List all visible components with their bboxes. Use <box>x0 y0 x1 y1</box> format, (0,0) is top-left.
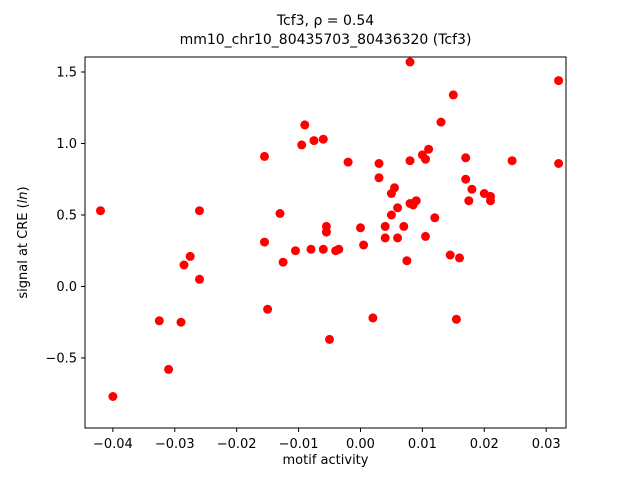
data-point <box>436 117 446 127</box>
x-tick-label: 0.02 <box>470 437 499 452</box>
data-point <box>445 250 455 260</box>
data-point <box>334 244 344 254</box>
y-tick-label: 0.0 <box>56 280 77 295</box>
data-point <box>451 314 461 324</box>
data-point <box>467 184 477 194</box>
data-point <box>275 209 285 218</box>
data-point <box>421 154 430 164</box>
data-point <box>374 159 384 168</box>
data-point <box>154 316 164 326</box>
x-tick-label: 0.01 <box>408 437 437 452</box>
data-point <box>179 260 189 270</box>
data-point <box>195 274 204 284</box>
data-point <box>318 134 328 144</box>
data-point <box>325 334 334 344</box>
data-point <box>455 253 464 263</box>
x-tick-label: −0.03 <box>155 437 195 452</box>
ticks-layer: −0.04 −0.03 −0.02 −0.01 0.00 0.01 0.02 0.03 −0.5… <box>45 66 560 452</box>
data-point <box>405 57 415 67</box>
data-point <box>448 90 458 100</box>
data-point <box>507 156 517 166</box>
x-tick-label: 0.03 <box>532 437 561 452</box>
x-tick-label: 0.00 <box>346 437 375 452</box>
data-point <box>356 223 365 233</box>
data-point <box>402 256 412 266</box>
data-point <box>399 221 409 231</box>
data-point <box>108 392 118 401</box>
data-point <box>424 144 434 154</box>
data-point <box>263 304 273 314</box>
data-point <box>321 227 331 237</box>
data-point <box>260 151 269 161</box>
chart-title-block: Tcf3, ρ = 0.54 mm10_chr10_80435703_80436… <box>85 12 566 50</box>
y-axis-label: signal at CRE (ln) <box>16 186 31 298</box>
data-point <box>554 76 564 86</box>
data-point <box>195 206 204 216</box>
data-point <box>461 153 471 163</box>
x-tick-label: −0.02 <box>217 437 257 452</box>
points-layer <box>96 57 564 401</box>
data-point <box>554 159 564 168</box>
data-point <box>393 233 403 243</box>
data-point <box>390 183 399 193</box>
y-tick-label: −0.5 <box>45 351 77 366</box>
y-axis-label-layer: signal at CRE (ln) <box>16 186 31 298</box>
data-point <box>318 244 328 254</box>
data-point <box>359 240 369 250</box>
data-point <box>306 244 316 254</box>
y-tick-label: 1.0 <box>56 137 77 152</box>
data-point <box>368 313 378 323</box>
data-point <box>393 203 403 213</box>
chart-title: Tcf3, ρ = 0.54 <box>276 13 375 29</box>
data-point <box>297 140 307 150</box>
y-tick-label: 1.5 <box>56 66 77 81</box>
data-point <box>464 196 474 206</box>
data-point <box>380 233 390 243</box>
data-point <box>164 364 174 374</box>
data-point <box>461 174 471 184</box>
data-point <box>411 196 421 206</box>
data-point <box>405 156 415 166</box>
data-point <box>343 157 353 167</box>
plot-frame <box>84 56 567 429</box>
data-point <box>309 136 319 146</box>
chart-subtitle: mm10_chr10_80435703_80436320 (Tcf3) <box>179 32 472 48</box>
x-tick-label: −0.01 <box>279 437 319 452</box>
data-point <box>176 317 186 327</box>
y-tick-label: 0.5 <box>56 208 77 223</box>
x-axis-label: motif activity <box>283 453 369 468</box>
x-tick-label: −0.04 <box>93 437 133 452</box>
data-point <box>291 246 300 256</box>
data-point <box>374 173 384 183</box>
data-point <box>278 257 288 267</box>
data-point <box>300 120 310 130</box>
data-point <box>430 213 440 223</box>
data-point <box>421 231 430 241</box>
data-point <box>185 251 195 261</box>
data-point <box>96 206 105 216</box>
data-point <box>486 191 495 201</box>
data-point <box>386 210 396 220</box>
data-point <box>380 221 390 231</box>
data-point <box>260 237 269 247</box>
